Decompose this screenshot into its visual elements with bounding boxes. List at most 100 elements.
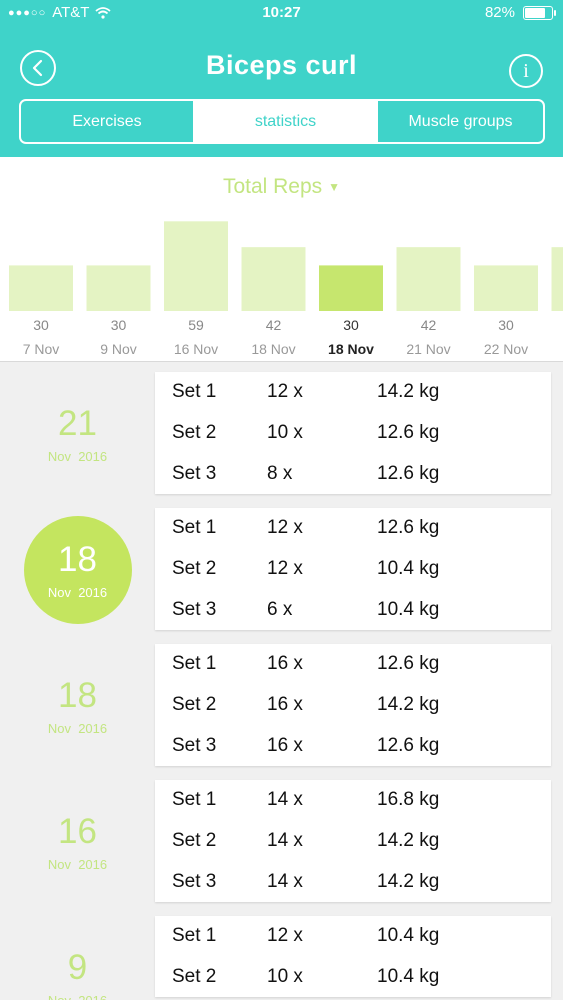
date-day: 16 bbox=[58, 811, 97, 851]
workout-date[interactable]: 9 Nov 2016 bbox=[0, 916, 155, 1000]
set-label: Set 1 bbox=[172, 925, 217, 947]
tab-muscle-groups[interactable]: Muscle groups bbox=[408, 112, 513, 130]
tab-statistics[interactable]: statistics bbox=[193, 101, 378, 142]
bar-value-label: 30 bbox=[33, 317, 49, 333]
set-row: Set 2 16 x 14.2 kg bbox=[155, 685, 551, 726]
set-row: Set 2 10 x 12.6 kg bbox=[155, 413, 551, 454]
workout-date[interactable]: 18 Nov 2016 bbox=[0, 644, 155, 768]
set-reps: 16 x bbox=[267, 734, 303, 756]
workout-list: 21 Nov 2016 Set 1 12 x 14.2 kg Set 2 10 x 12.6 … bbox=[0, 362, 563, 1000]
date-label: 9 Nov 2016 bbox=[48, 947, 107, 1000]
workout-date[interactable]: 16 Nov 2016 bbox=[0, 780, 155, 904]
set-reps: 8 x bbox=[267, 462, 293, 484]
signal-icon: ●●●○○ bbox=[8, 6, 47, 19]
chart-bar[interactable] bbox=[474, 265, 538, 311]
sets-card[interactable]: Set 1 12 x 12.6 kg Set 2 12 x 10.4 kg Set 3 6 x… bbox=[155, 508, 551, 631]
set-reps: 12 x bbox=[267, 381, 303, 403]
date-month-year: Nov 2016 bbox=[47, 720, 108, 736]
bar-value-label: 59 bbox=[188, 317, 204, 333]
set-weight: 10.4 kg bbox=[377, 925, 440, 947]
bar-date-label: 18 Nov bbox=[328, 341, 374, 357]
set-row: Set 3 16 x 12.6 kg bbox=[155, 725, 551, 766]
set-weight: 14.2 kg bbox=[377, 870, 440, 892]
chart-metric-dropdown[interactable]: Total Reps ▼ bbox=[0, 175, 563, 199]
set-row: Set 1 12 x 10.4 kg bbox=[155, 916, 551, 957]
set-reps: 14 x bbox=[267, 830, 303, 852]
stats-chart: 30 7 Nov 30 9 Nov 59 16 Nov 42 18 Nov 30 18 Nov 42… bbox=[0, 157, 563, 362]
sets-card[interactable]: Set 1 12 x 10.4 kg Set 2 10 x 10.4 kg bbox=[155, 916, 551, 998]
set-weight: 14.2 kg bbox=[377, 830, 440, 852]
date-day: 9 bbox=[67, 947, 88, 987]
bar-date-label: 7 Nov bbox=[23, 341, 60, 357]
status-bar: ●●●○○ AT&T 10:27 82% bbox=[0, 0, 563, 26]
sets-card[interactable]: Set 1 14 x 16.8 kg Set 2 14 x 14.2 kg Set 3 14 … bbox=[155, 780, 551, 903]
set-reps: 16 x bbox=[267, 653, 303, 675]
date-month-year: Nov 2016 bbox=[47, 856, 108, 872]
set-row: Set 1 14 x 16.8 kg bbox=[155, 780, 551, 821]
bar-date-label: 18 Nov bbox=[251, 341, 295, 357]
set-weight: 12.6 kg bbox=[377, 422, 440, 444]
set-weight: 10.4 kg bbox=[377, 558, 440, 580]
date-label: 21 Nov 2016 bbox=[48, 403, 107, 464]
chart-title: Total Reps bbox=[222, 175, 323, 198]
app-header: ●●●○○ AT&T 10:27 82% Biceps curl i Exerc… bbox=[0, 0, 563, 157]
bar-date-label: 9 Nov bbox=[100, 341, 137, 357]
set-row: Set 3 14 x 14.2 kg bbox=[155, 861, 551, 902]
sets-card[interactable]: Set 1 12 x 14.2 kg Set 2 10 x 12.6 kg Set 3 8 x… bbox=[155, 372, 551, 495]
bar-date-label: 22 Nov bbox=[484, 341, 528, 357]
battery-level bbox=[525, 7, 545, 18]
set-weight: 12.6 kg bbox=[377, 653, 440, 675]
set-label: Set 1 bbox=[172, 653, 217, 675]
set-row: Set 2 12 x 10.4 kg bbox=[155, 549, 551, 590]
set-weight: 10.4 kg bbox=[377, 966, 440, 988]
date-day: 18 bbox=[58, 675, 97, 715]
bar-value-label: 30 bbox=[111, 317, 127, 333]
chart-bar[interactable] bbox=[9, 265, 73, 311]
set-label: Set 1 bbox=[172, 517, 217, 539]
date-day: 21 bbox=[58, 403, 97, 443]
set-label: Set 1 bbox=[172, 381, 217, 403]
date-label: 16 Nov 2016 bbox=[47, 811, 108, 872]
info-button[interactable]: i bbox=[509, 54, 543, 88]
set-weight: 14.2 kg bbox=[377, 694, 440, 716]
status-right: 82% bbox=[484, 4, 556, 21]
date-label: 18 Nov 2016 bbox=[47, 675, 108, 736]
set-row: Set 3 8 x 12.6 kg bbox=[155, 453, 551, 494]
tab-exercises[interactable]: Exercises bbox=[72, 112, 142, 130]
chart-bar[interactable] bbox=[86, 265, 151, 311]
chart-bar[interactable] bbox=[551, 247, 563, 311]
set-reps: 12 x bbox=[267, 517, 303, 539]
set-label: Set 2 bbox=[172, 694, 217, 716]
set-row: Set 2 10 x 10.4 kg bbox=[155, 957, 551, 998]
battery-percent: 82% bbox=[484, 4, 515, 21]
set-label: Set 2 bbox=[172, 830, 217, 852]
set-reps: 12 x bbox=[267, 558, 303, 580]
workout-date[interactable]: 21 Nov 2016 bbox=[0, 372, 155, 496]
set-row: Set 1 12 x 14.2 kg bbox=[155, 372, 551, 413]
selected-date-circle: 18 Nov 2016 bbox=[23, 516, 132, 624]
chart-bar[interactable] bbox=[241, 247, 306, 311]
chart-bar[interactable] bbox=[319, 265, 383, 311]
caret-down-icon: ▼ bbox=[328, 180, 341, 195]
bar-date-label: 21 Nov bbox=[406, 341, 450, 357]
set-reps: 14 x bbox=[267, 870, 303, 892]
set-row: Set 1 16 x 12.6 kg bbox=[155, 644, 551, 685]
page-title: Biceps curl bbox=[205, 50, 358, 80]
chevron-left-icon bbox=[32, 59, 43, 77]
bar-chart: 30 7 Nov 30 9 Nov 59 16 Nov 42 18 Nov 30 18 Nov 42… bbox=[9, 221, 563, 357]
set-label: Set 2 bbox=[172, 422, 217, 444]
set-reps: 10 x bbox=[267, 422, 303, 444]
chart-bar[interactable] bbox=[164, 221, 228, 311]
set-reps: 14 x bbox=[267, 789, 303, 811]
chart-bar[interactable] bbox=[396, 247, 461, 311]
back-button[interactable] bbox=[20, 50, 56, 86]
carrier-label: AT&T bbox=[52, 4, 90, 21]
set-weight: 12.6 kg bbox=[377, 734, 440, 756]
date-month-year: Nov 2016 bbox=[47, 584, 108, 600]
sets-card[interactable]: Set 1 16 x 12.6 kg Set 2 16 x 14.2 kg Set 3 16 … bbox=[155, 644, 551, 767]
info-icon: i bbox=[523, 59, 529, 82]
set-row: Set 1 12 x 12.6 kg bbox=[155, 508, 551, 549]
set-row: Set 3 6 x 10.4 kg bbox=[155, 589, 551, 630]
workout-date[interactable]: 18 Nov 2016 bbox=[0, 508, 155, 632]
wifi-icon bbox=[95, 6, 112, 19]
